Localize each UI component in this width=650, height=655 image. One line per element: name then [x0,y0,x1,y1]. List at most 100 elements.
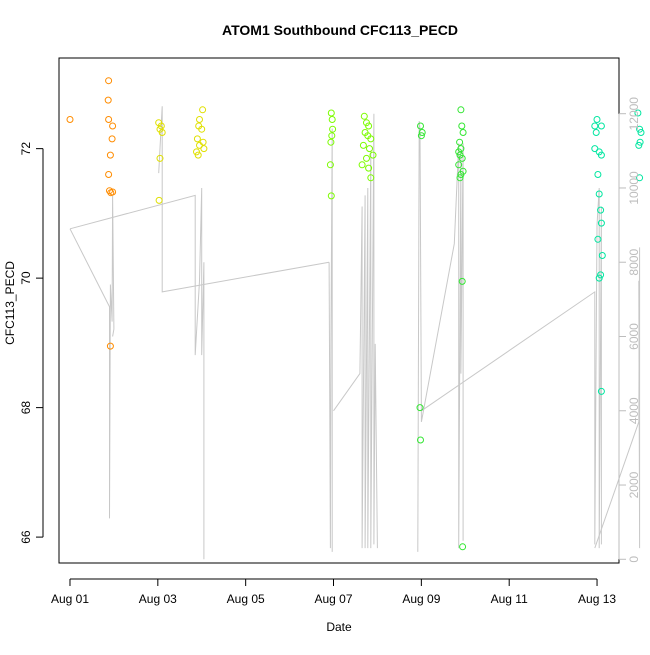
data-point-s4-12 [598,252,606,259]
data-point-s4-18 [637,129,645,136]
data-point-s4-15 [597,387,605,395]
data-point-s3-4 [417,436,424,444]
data-point-s0-4 [109,122,117,130]
data-point-s4-0 [591,122,599,130]
data-point-s2-17 [358,161,366,169]
y-tick-label: 70 [19,271,33,285]
y2-tick-label: 12000 [627,97,641,131]
data-point-s1-8 [193,135,201,143]
data-point-s4-16 [634,109,642,117]
x-tick-label: Aug 05 [227,592,265,606]
x-tick-label: Aug 07 [314,592,352,606]
data-point-s3-18 [459,543,467,551]
data-point-s4-20 [635,141,643,149]
data-point-s1-13 [199,138,207,146]
altitude-line-6 [421,187,602,549]
data-point-s0-6 [106,151,114,159]
y2-axis: 0 2000 4000 6000 8000 10000 12000 [618,97,641,563]
y-tick-label: 72 [19,142,33,156]
data-point-s2-2 [329,125,337,133]
data-point-s3-15 [457,171,465,178]
data-point-s2-9 [365,122,373,130]
y2-tick-label: 10000 [627,171,641,205]
data-point-s0-3 [105,116,113,123]
data-point-s1-12 [194,151,202,159]
data-point-s1-7 [198,125,206,133]
y2-tick-label: 0 [627,556,641,563]
altitude-layer [69,106,641,560]
data-point-s4-1 [593,116,601,123]
data-point-s4-10 [597,219,605,227]
x-axis: Aug 01 Aug 03 Aug 05 Aug 07 Aug 09 Aug 11 Aug … [51,578,616,606]
data-point-s2-18 [365,164,373,172]
data-point-s4-3 [592,129,600,136]
data-point-s3-16 [456,174,464,182]
data-point-s4-14 [595,274,603,282]
data-point-s0-0 [66,116,74,123]
y2-tick-label: 2000 [627,471,641,498]
chart-title: ATOM1 Southbound CFC113_PECD [222,22,458,38]
data-point-s1-3 [158,129,166,136]
data-point-s2-19 [367,174,375,182]
data-point-s2-13 [359,141,367,149]
data-point-s4-7 [594,171,602,178]
data-point-s4-19 [636,138,644,146]
data-point-s0-7 [105,171,113,178]
x-tick-label: Aug 11 [491,592,528,606]
data-point-s2-16 [363,154,370,162]
data-point-s2-3 [328,132,336,140]
data-point-s4-21 [636,174,644,182]
data-point-s4-6 [597,151,605,159]
data-point-s3-5 [457,106,465,114]
data-point-s3-6 [458,122,466,130]
y2-tick-label: 6000 [627,323,641,350]
data-point-s3-3 [416,404,424,412]
altitude-line-4 [333,113,378,549]
altitude-line-1 [69,187,205,560]
data-point-s3-17 [458,277,466,285]
x-tick-label: Aug 03 [139,592,177,606]
data-point-s2-7 [360,112,368,120]
data-point-s1-5 [155,196,163,204]
data-point-s4-2 [597,122,605,130]
data-point-s2-15 [369,151,377,159]
x-tick-label: Aug 01 [51,592,89,606]
altitude-line-0 [69,195,115,519]
data-point-s2-14 [366,145,373,153]
data-point-s0-8 [106,187,113,195]
data-point-s3-13 [455,161,463,169]
data-point-s4-17 [636,125,644,133]
data-point-s0-11 [106,342,114,350]
y-axis: 66 68 70 72 [19,142,44,544]
data-point-s1-14 [196,116,203,123]
y-tick-label: 66 [19,530,33,544]
y2-tick-label: 4000 [627,397,641,424]
data-point-s3-1 [418,129,426,136]
x-tick-label: Aug 13 [578,592,616,606]
y-axis-label: CFC113_PECD [3,261,17,345]
data-point-s0-5 [108,135,116,143]
data-point-s3-0 [417,122,424,130]
y2-tick-label: 8000 [627,249,641,276]
data-point-s2-5 [326,161,334,169]
data-point-s2-0 [327,109,335,117]
data-point-s2-1 [328,116,336,123]
altitude-line-5 [417,121,464,552]
data-point-s1-15 [199,106,207,114]
data-point-s1-4 [156,154,164,162]
data-point-s2-6 [327,192,335,200]
data-point-s3-10 [455,148,463,156]
data-point-s2-12 [367,135,375,143]
data-point-s3-12 [458,154,466,162]
data-point-s3-2 [417,132,425,140]
data-point-s4-4 [591,145,599,153]
data-point-s2-4 [327,138,335,146]
data-point-s0-2 [104,96,112,104]
data-point-s0-10 [109,188,117,196]
data-point-s3-7 [459,129,467,136]
x-axis-label: Date [326,620,352,634]
altitude-line-3 [328,128,333,552]
data-point-s4-8 [595,190,603,198]
